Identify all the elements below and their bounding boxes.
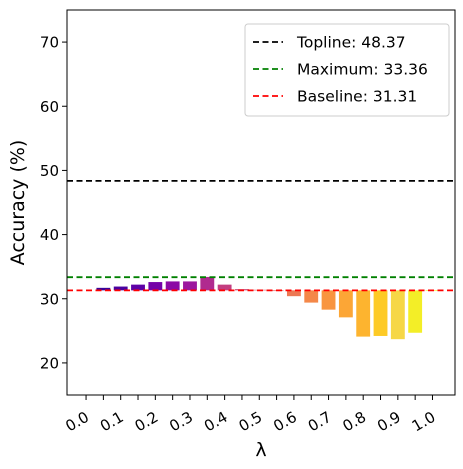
x-tick-label-1: 0.1 [97, 408, 127, 436]
x-tick-label-9: 0.9 [374, 408, 404, 436]
bar-17 [390, 290, 405, 340]
bar-1 [113, 286, 128, 291]
bar-13 [321, 290, 336, 310]
legend-box [244, 23, 450, 117]
y-tick-label-5: 70 [40, 34, 59, 52]
x-axis: 0.0 0.1 0.2 0.3 0.4 0.5 0.6 0.7 0.8 0.9 1.0 [62, 395, 438, 435]
legend-label-1: Maximum: 33.36 [297, 61, 428, 79]
bar-6 [200, 276, 215, 291]
x-tick-label-7: 0.7 [305, 408, 335, 436]
bar-12 [304, 290, 319, 303]
x-axis-label: λ [255, 439, 266, 461]
bar-7 [217, 284, 232, 291]
y-tick-label-2: 40 [40, 226, 59, 244]
x-tick-label-4: 0.4 [201, 408, 231, 436]
y-tick-label-4: 60 [40, 98, 59, 116]
y-axis: 20 30 40 50 60 70 [40, 34, 67, 372]
x-tick-label-10: 1.0 [409, 408, 439, 436]
x-tick-label-8: 0.8 [340, 408, 370, 436]
y-tick-label-3: 50 [40, 162, 59, 180]
x-tick-label-0: 0.0 [62, 408, 92, 436]
bar-18 [408, 290, 423, 333]
bar-5 [183, 281, 197, 291]
x-tick-label-5: 0.5 [236, 408, 266, 436]
y-tick-label-1: 30 [40, 290, 59, 308]
bars-group [96, 276, 440, 340]
bar-4 [165, 281, 180, 291]
legend: Topline: 48.37 Maximum: 33.36 Baseline: 31… [244, 23, 450, 117]
bar-2 [131, 284, 145, 291]
x-tick-label-2: 0.2 [132, 408, 162, 436]
plot-frame [66, 9, 456, 396]
bar-11 [286, 290, 301, 297]
bar-3 [148, 282, 163, 291]
bar-14 [338, 290, 353, 318]
bar-16 [373, 290, 388, 336]
legend-label-0: Topline: 48.37 [296, 34, 406, 52]
reference-lines-group [67, 179, 455, 292]
bar-15 [356, 290, 371, 337]
x-tick-label-3: 0.3 [166, 408, 196, 436]
y-axis-label: Accuracy (%) [7, 140, 29, 266]
legend-label-2: Baseline: 31.31 [297, 88, 417, 106]
y-tick-label-0: 20 [40, 354, 59, 372]
x-tick-label-6: 0.6 [270, 408, 300, 436]
bar-0 [96, 287, 111, 291]
